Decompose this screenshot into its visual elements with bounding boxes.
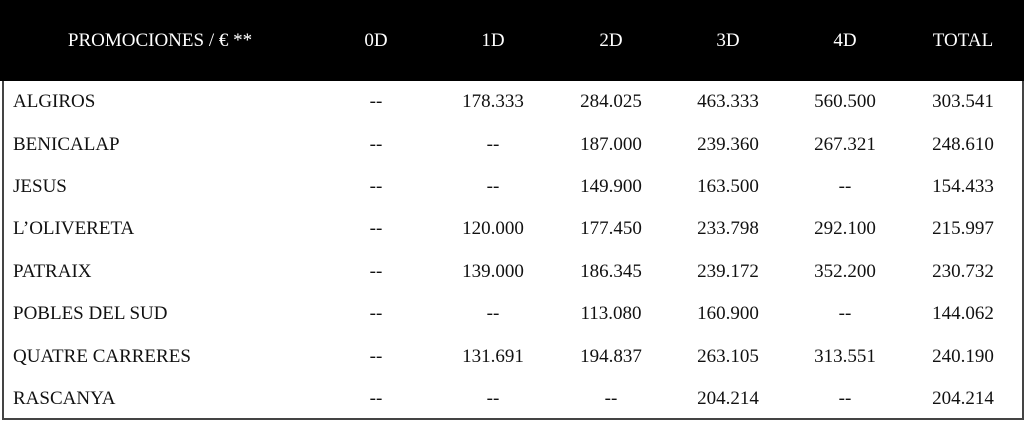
table-cell: -- — [604, 388, 618, 409]
table-cell: 131.691 — [462, 345, 524, 367]
column-header: TOTAL — [932, 30, 994, 51]
table-cell: -- — [838, 176, 852, 197]
row-label: ALGIROS — [13, 91, 96, 113]
row-label: L’OLIVERETA — [13, 218, 135, 240]
table-cell: 178.333 — [462, 91, 524, 113]
table-cell: -- — [486, 388, 500, 409]
table-cell: -- — [369, 91, 383, 113]
table-cell: 230.732 — [932, 260, 994, 282]
row-label: RASCANYA — [13, 388, 116, 409]
table-cell: -- — [838, 303, 852, 325]
table-cell: 248.610 — [932, 133, 994, 155]
row-label: QUATRE CARRERES — [13, 345, 191, 367]
table-cell: 215.997 — [932, 218, 994, 240]
table-cell: 187.000 — [580, 133, 642, 155]
table-cell: 154.433 — [932, 176, 994, 197]
column-header: 4D — [833, 30, 857, 51]
table-cell: 313.551 — [814, 345, 876, 367]
table-cell: -- — [369, 176, 383, 197]
table-cell: 352.200 — [814, 260, 876, 282]
table-cell: 240.190 — [932, 345, 994, 367]
table-cell: 263.105 — [697, 345, 759, 367]
table-cell: -- — [369, 345, 383, 367]
table-cell: -- — [486, 133, 500, 155]
row-label: POBLES DEL SUD — [13, 303, 168, 325]
row-label: BENICALAP — [13, 133, 120, 155]
row-label: PATRAIX — [13, 260, 92, 282]
table-cell: 149.900 — [580, 176, 642, 197]
column-header: 0D — [364, 30, 388, 51]
table-cell: 177.450 — [580, 218, 642, 240]
row-label: JESUS — [13, 176, 67, 197]
table-cell: -- — [369, 133, 383, 155]
table-cell: -- — [486, 303, 500, 325]
table-cell: 303.541 — [932, 91, 994, 113]
table-cell: 204.214 — [697, 388, 759, 409]
column-header: 3D — [716, 30, 740, 51]
table-cell: 284.025 — [580, 91, 642, 113]
table-cell: 239.360 — [697, 133, 759, 155]
table-cell: 194.837 — [580, 345, 642, 367]
table-cell: 560.500 — [814, 91, 876, 113]
column-header: PROMOCIONES / € ** — [67, 30, 253, 51]
table-cell: 139.000 — [462, 260, 524, 282]
table-cell: 463.333 — [697, 91, 759, 113]
table-cell: 186.345 — [580, 260, 642, 282]
table-cell: -- — [369, 303, 383, 325]
table-cell: -- — [369, 218, 383, 240]
table-cell: -- — [369, 260, 383, 282]
table-cell: 113.080 — [580, 303, 642, 325]
table-cell: -- — [838, 388, 852, 409]
table-cell: 144.062 — [932, 303, 994, 325]
table-cell: 204.214 — [932, 388, 994, 409]
table-cell: 160.900 — [697, 303, 759, 325]
header-band — [0, 0, 1024, 81]
table-cell: 267.321 — [814, 133, 876, 155]
table-cell: 292.100 — [814, 218, 876, 240]
table-cell: 120.000 — [462, 218, 524, 240]
table-cell: 163.500 — [697, 176, 759, 197]
column-header: 2D — [599, 30, 623, 51]
table-cell: 239.172 — [697, 260, 759, 282]
table-cell: 233.798 — [697, 218, 759, 240]
table-cell: -- — [369, 388, 383, 409]
column-header: 1D — [481, 30, 505, 51]
table-cell: -- — [486, 176, 500, 197]
